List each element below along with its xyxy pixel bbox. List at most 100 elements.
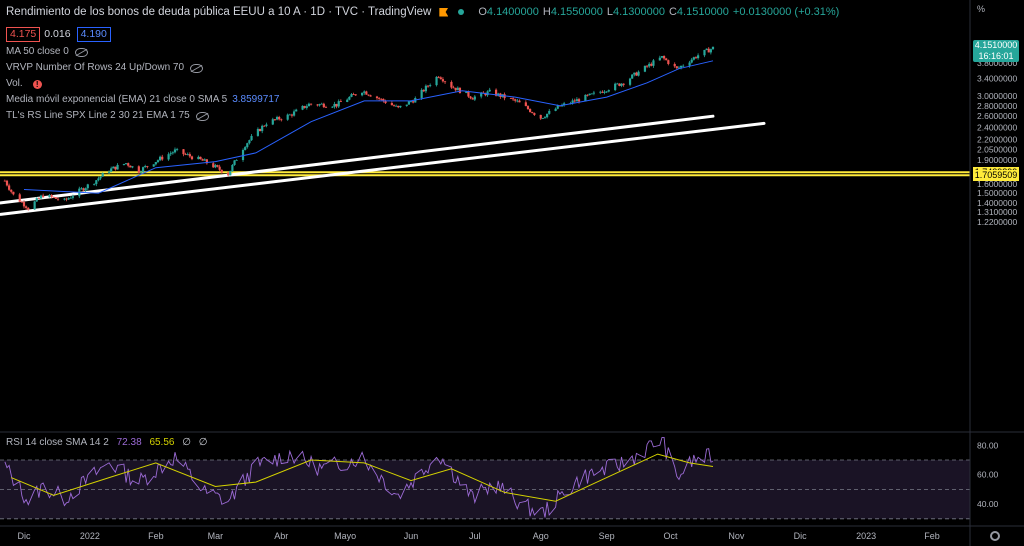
price-tick-label: 1.9000000: [977, 155, 1017, 165]
candle-body: [56, 198, 60, 200]
flag-icon[interactable]: [439, 7, 449, 17]
candle-body: [422, 89, 425, 92]
candle-body: [631, 74, 634, 79]
candle-body: [382, 98, 385, 101]
rsi-indicator-label[interactable]: RSI 14 close SMA 14 2: [6, 437, 109, 448]
candle-body: [212, 163, 215, 168]
time-tick-label: Feb: [148, 531, 164, 541]
trendline: [0, 114, 715, 205]
price-tick-label: 2.0500000: [977, 144, 1017, 154]
candle-body: [65, 198, 68, 200]
candle-body: [331, 106, 334, 108]
gear-icon[interactable]: [990, 531, 1000, 541]
price-tick-label: 1.2200000: [977, 217, 1017, 227]
candle-body: [409, 101, 413, 103]
candle-body: [645, 65, 649, 67]
candle-body: [616, 83, 619, 85]
time-tick-label: Jul: [469, 531, 481, 541]
candle-body: [354, 94, 357, 96]
candle-body: [116, 164, 119, 170]
candle-body: [184, 154, 187, 155]
candle-body: [399, 105, 402, 108]
candle-body: [692, 57, 695, 60]
eye-hidden-icon[interactable]: [74, 47, 88, 57]
candle-body: [54, 197, 57, 199]
candle-body: [592, 92, 596, 94]
time-tick-label: 2022: [80, 531, 100, 541]
candle-body: [301, 105, 304, 110]
candle-body: [469, 96, 472, 99]
candle-body: [82, 188, 85, 191]
bid-price[interactable]: 4.175: [6, 26, 41, 42]
trendlines: [0, 114, 766, 216]
candle-body: [246, 143, 249, 148]
candle-body: [318, 104, 321, 106]
rsi-tick-label: 40.00: [977, 499, 999, 509]
candle-body: [275, 117, 279, 120]
candle-body: [367, 94, 370, 96]
candle-body: [173, 149, 177, 153]
candle-body: [529, 109, 532, 113]
rs-line-indicator-label[interactable]: TL's RS Line SPX Line 2 30 21 EMA 1 75: [6, 110, 190, 121]
candle-body: [620, 83, 623, 86]
candle-body: [509, 98, 513, 99]
candle-body: [705, 48, 708, 50]
candle-body: [541, 118, 544, 119]
rsi-tick-label: 60.00: [977, 470, 999, 480]
candle-body: [290, 114, 294, 116]
candle-body: [233, 160, 236, 165]
trendline: [0, 121, 766, 216]
price-tick-label: 3.8000000: [977, 58, 1017, 68]
ohlc-value: 4.1510000: [676, 6, 729, 18]
candle-body: [348, 96, 351, 100]
candle-body: [556, 105, 559, 109]
candle-body: [435, 76, 438, 86]
candle-body: [139, 172, 143, 173]
eye-hidden-icon[interactable]: [195, 111, 209, 121]
candle-body: [514, 99, 517, 101]
candle-body: [407, 101, 410, 105]
rsi-legend: RSI 14 close SMA 14 2 72.38 65.56 ∅ ∅: [6, 437, 207, 448]
candle-body: [80, 188, 83, 190]
candle-body: [333, 103, 336, 107]
support-level-tag: 1.7059509: [973, 169, 1019, 181]
rsi-empty-value-2: ∅: [198, 437, 208, 448]
candle-body: [156, 160, 160, 163]
candle-body: [690, 59, 693, 63]
eye-hidden-icon[interactable]: [190, 63, 204, 73]
ma-indicator-label[interactable]: MA 50 close 0: [6, 46, 69, 57]
ohlc-value: 4.1550000: [550, 6, 603, 18]
ema-indicator-label[interactable]: Media móvil exponencial (EMA) 21 close 0…: [6, 94, 228, 105]
candle-body: [531, 112, 534, 114]
candle-body: [161, 156, 164, 160]
candle-body: [248, 140, 251, 144]
candle-body: [214, 165, 217, 168]
candle-body: [144, 166, 147, 168]
candle-body: [286, 114, 289, 120]
candle-body: [303, 105, 306, 108]
candle-body: [584, 94, 587, 102]
warning-icon[interactable]: !: [32, 79, 42, 89]
candle-body: [39, 195, 43, 199]
volume-indicator-label[interactable]: Vol.: [6, 78, 23, 89]
candle-body: [390, 103, 393, 106]
spread: 0.016: [44, 28, 71, 40]
candle-body: [27, 207, 30, 210]
price-tick-label: 2.8000000: [977, 101, 1017, 111]
candle-body: [305, 106, 308, 108]
ohlc-value: 4.1300000: [612, 6, 665, 18]
candle-body: [688, 62, 691, 66]
candle-body: [167, 154, 170, 160]
candle-body: [586, 94, 589, 96]
candle-body: [20, 201, 23, 203]
time-tick-label: Jun: [404, 531, 419, 541]
candle-body: [384, 100, 387, 104]
candle-body: [169, 153, 172, 155]
vrvp-indicator-label[interactable]: VRVP Number Of Rows 24 Up/Down 70: [6, 62, 185, 73]
ask-price[interactable]: 4.190: [76, 26, 111, 42]
candle-body: [235, 160, 238, 161]
candle-body: [271, 119, 274, 125]
candle-body: [199, 156, 202, 160]
candle-body: [697, 55, 700, 59]
